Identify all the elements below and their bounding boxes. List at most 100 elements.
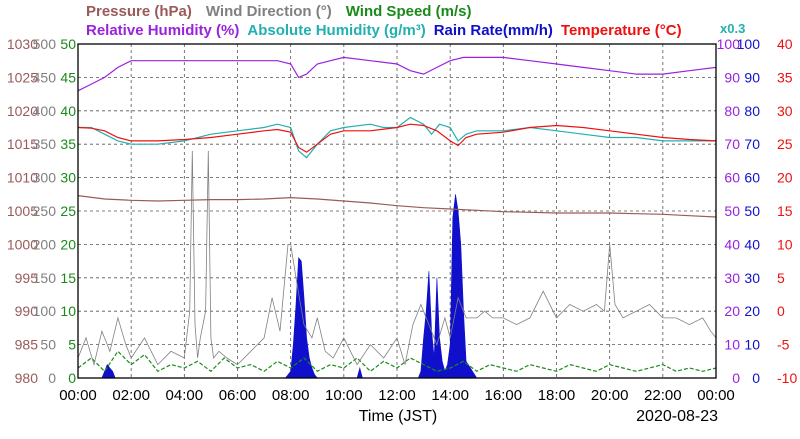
y-tick-label-pressure-hpa: 1010 — [7, 170, 38, 186]
y-tick-label-rain-rate-mm-h: 0 — [752, 370, 760, 386]
y-tick-label-pressure-hpa: 995 — [15, 270, 39, 286]
x-tick-label: 00:00 — [697, 387, 735, 404]
series-absolute-humidity-g-m-line — [78, 116, 716, 159]
y-tick-label-temperature-c: 0 — [777, 303, 785, 319]
y-tick-label-pressure-hpa: 1025 — [7, 69, 38, 85]
y-tick-label-wind-direction: 100 — [33, 303, 57, 319]
y-tick-label-relative-humidity: 90 — [724, 69, 740, 85]
y-tick-label-wind-speed-m-s: 30 — [60, 170, 76, 186]
y-tick-label-relative-humidity: 70 — [724, 136, 740, 152]
y-tick-label-temperature-c: -5 — [777, 337, 790, 353]
series-relative-humidity-line — [77, 56, 717, 92]
axes: 1030102510201015101010051000995990985980… — [7, 36, 798, 404]
y-tick-label-wind-direction: 300 — [33, 170, 57, 186]
y-tick-label-rain-rate-mm-h: 70 — [744, 136, 760, 152]
legend-item: Rain Rate(mm/h) — [434, 22, 553, 39]
legend-item: Wind Speed (m/s) — [346, 3, 472, 20]
y-tick-label-wind-speed-m-s: 50 — [60, 36, 76, 52]
y-tick-label-wind-speed-m-s: 35 — [60, 136, 76, 152]
y-tick-label-wind-speed-m-s: 10 — [60, 303, 76, 319]
x-tick-label: 12:00 — [378, 387, 416, 404]
y-tick-label-relative-humidity: 50 — [724, 203, 740, 219]
y-tick-label-relative-humidity: 0 — [732, 370, 740, 386]
y-tick-label-temperature-c: 15 — [777, 203, 793, 219]
y-tick-label-wind-direction: 50 — [40, 337, 56, 353]
y-tick-label-pressure-hpa: 985 — [15, 337, 39, 353]
x-tick-label: 06:00 — [219, 387, 257, 404]
y-tick-label-pressure-hpa: 980 — [15, 370, 39, 386]
x-tick-label: 08:00 — [272, 387, 310, 404]
y-tick-label-wind-direction: 200 — [33, 236, 57, 252]
y-tick-label-pressure-hpa: 1000 — [7, 236, 38, 252]
y-tick-label-wind-direction: 0 — [48, 370, 56, 386]
legend-item: Absolute Humidity (g/m³) — [247, 22, 425, 39]
plot-frame — [77, 43, 717, 379]
legend-item: Temperature (°C) — [561, 22, 682, 39]
y-tick-label-relative-humidity: 40 — [724, 236, 740, 252]
y-tick-label-temperature-c: 25 — [777, 136, 793, 152]
y-tick-label-temperature-c: 30 — [777, 103, 793, 119]
y-tick-label-pressure-hpa: 990 — [15, 303, 39, 319]
y-tick-label-pressure-hpa: 1015 — [7, 136, 38, 152]
y-tick-label-wind-speed-m-s: 45 — [60, 69, 76, 85]
legend: Pressure (hPa) Wind Direction (°) Wind Spe… — [86, 3, 745, 39]
y-tick-label-temperature-c: 5 — [777, 270, 785, 286]
scale-note: x0.3 — [720, 21, 745, 36]
y-tick-label-pressure-hpa: 1020 — [7, 103, 38, 119]
y-tick-label-relative-humidity: 10 — [724, 337, 740, 353]
y-tick-label-wind-direction: 350 — [33, 136, 57, 152]
y-tick-label-rain-rate-mm-h: 50 — [744, 203, 760, 219]
x-tick-label: 04:00 — [166, 387, 204, 404]
y-tick-label-wind-speed-m-s: 20 — [60, 236, 76, 252]
series-pressure-hpa-line — [77, 195, 717, 218]
y-tick-label-wind-direction: 450 — [33, 69, 57, 85]
y-tick-label-relative-humidity: 20 — [724, 303, 740, 319]
y-tick-label-rain-rate-mm-h: 60 — [744, 170, 760, 186]
y-tick-label-rain-rate-mm-h: 30 — [744, 270, 760, 286]
y-tick-label-temperature-c: 35 — [777, 69, 793, 85]
x-tick-label: 10:00 — [325, 387, 363, 404]
y-tick-label-wind-speed-m-s: 5 — [68, 337, 76, 353]
legend-item: Wind Direction (°) — [206, 3, 332, 20]
legend-item: Relative Humidity (%) — [86, 22, 239, 39]
y-tick-label-wind-direction: 150 — [33, 270, 57, 286]
x-axis-label: Time (JST) — [359, 408, 438, 425]
y-tick-label-wind-speed-m-s: 15 — [60, 270, 76, 286]
y-tick-label-temperature-c: 10 — [777, 236, 793, 252]
y-tick-label-wind-speed-m-s: 25 — [60, 203, 76, 219]
series-wind-direction-line — [77, 150, 717, 367]
y-tick-label-pressure-hpa: 1030 — [7, 36, 38, 52]
y-tick-label-relative-humidity: 60 — [724, 170, 740, 186]
y-tick-label-wind-direction: 500 — [33, 36, 57, 52]
y-tick-label-rain-rate-mm-h: 40 — [744, 236, 760, 252]
x-tick-label: 00:00 — [59, 387, 97, 404]
series-temperature-c-line — [77, 123, 717, 153]
y-tick-label-temperature-c: 20 — [777, 170, 793, 186]
y-tick-label-relative-humidity: 80 — [724, 103, 740, 119]
y-tick-label-wind-speed-m-s: 0 — [68, 370, 76, 386]
x-tick-label: 16:00 — [485, 387, 523, 404]
y-tick-label-rain-rate-mm-h: 20 — [744, 303, 760, 319]
y-tick-label-relative-humidity: 30 — [724, 270, 740, 286]
date-label: 2020-08-23 — [636, 408, 718, 425]
series-wind-speed-m-s-line — [77, 350, 717, 373]
x-tick-label: 14:00 — [431, 387, 469, 404]
x-tick-label: 02:00 — [112, 387, 150, 404]
x-tick-label: 20:00 — [591, 387, 629, 404]
y-tick-label-wind-direction: 400 — [33, 103, 57, 119]
y-tick-label-temperature-c: 40 — [777, 36, 793, 52]
y-tick-label-rain-rate-mm-h: 90 — [744, 69, 760, 85]
x-tick-label: 18:00 — [538, 387, 576, 404]
y-tick-label-rain-rate-mm-h: 100 — [737, 36, 761, 52]
y-tick-label-pressure-hpa: 1005 — [7, 203, 38, 219]
y-tick-label-relative-humidity: 100 — [717, 36, 741, 52]
y-tick-label-rain-rate-mm-h: 10 — [744, 337, 760, 353]
y-tick-label-wind-direction: 250 — [33, 203, 57, 219]
x-tick-label: 22:00 — [644, 387, 682, 404]
y-tick-label-wind-speed-m-s: 40 — [60, 103, 76, 119]
y-tick-label-temperature-c: -10 — [777, 370, 797, 386]
legend-item: Pressure (hPa) — [86, 3, 192, 20]
